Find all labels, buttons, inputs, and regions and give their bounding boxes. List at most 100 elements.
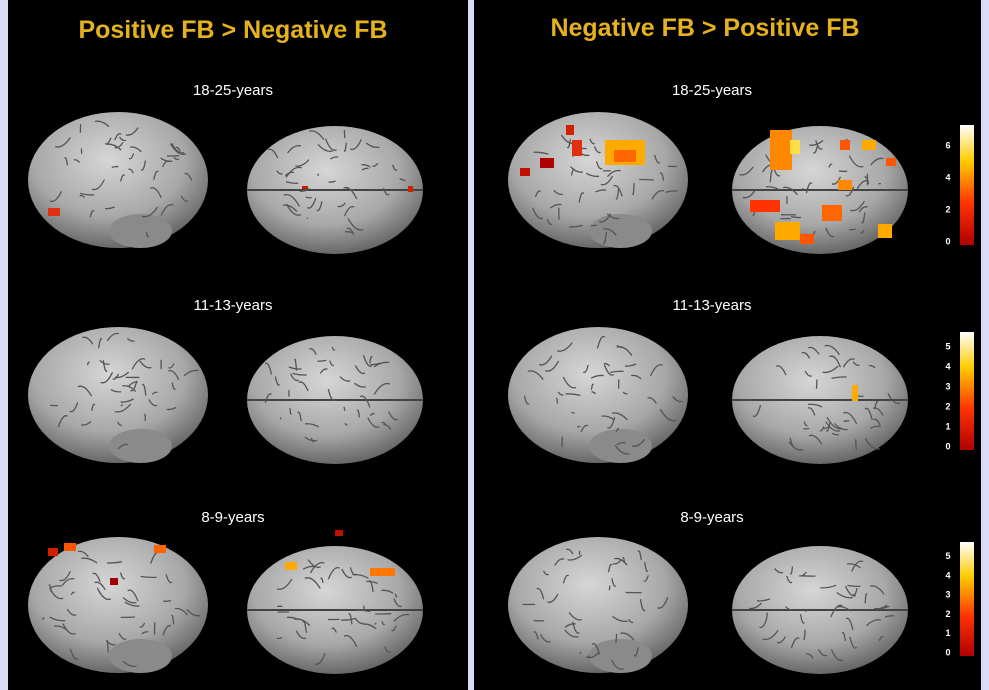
sulcus [267, 148, 279, 159]
sulcus [613, 184, 623, 197]
sulcus [807, 407, 816, 416]
sulcus [639, 178, 654, 181]
sulcus [92, 572, 101, 583]
sulcus [808, 346, 820, 355]
sulcus [166, 407, 177, 411]
sulcus [615, 428, 620, 432]
sulcus [102, 360, 108, 372]
sulcus [127, 589, 139, 602]
brain-surface [28, 112, 208, 248]
sulcus [94, 120, 110, 127]
sulcus [117, 443, 129, 450]
sulcus [887, 393, 900, 405]
brain [508, 327, 688, 463]
sulcus [128, 168, 134, 174]
sulcus [631, 438, 646, 447]
sulcus [616, 441, 626, 446]
sulcus [752, 405, 762, 418]
sulcus [554, 558, 565, 566]
sulcus [616, 344, 624, 349]
sulcus [845, 186, 855, 197]
sulcus [49, 585, 62, 589]
sulcus [657, 597, 669, 609]
sulcus [282, 204, 298, 212]
sulcus [320, 577, 324, 584]
sulcus [140, 160, 147, 171]
sulcus [593, 146, 601, 154]
sulcus [309, 348, 317, 355]
sulcus [340, 617, 357, 621]
sulcus [264, 393, 272, 404]
cerebellum [589, 214, 652, 248]
brain-surface [508, 537, 688, 673]
sulcus [388, 411, 398, 421]
sulcus [830, 604, 843, 618]
sulcus [89, 209, 95, 218]
sulcus [878, 635, 884, 641]
sulcus [264, 362, 273, 375]
sulcus [607, 563, 613, 573]
activation [770, 130, 792, 170]
sulcus [611, 660, 624, 670]
sulcus [837, 605, 852, 612]
sulcus [606, 213, 620, 220]
sulcus [317, 359, 327, 362]
sulcus [307, 197, 317, 209]
sulcus [77, 385, 92, 397]
sulcus [286, 616, 299, 621]
sulcus [608, 585, 611, 591]
sulcus [383, 424, 392, 430]
sulcus [120, 174, 125, 182]
sulcus [583, 364, 589, 374]
sulcus [864, 176, 870, 185]
sulcus [820, 584, 837, 589]
sulcus [850, 201, 865, 212]
sulcus [128, 381, 138, 387]
sulcus [369, 412, 375, 416]
sulcus [96, 587, 112, 601]
cerebellum [109, 429, 172, 463]
sulcus [382, 188, 390, 196]
sulcus [825, 421, 841, 432]
sulcus [802, 188, 805, 191]
sulcus [274, 376, 280, 386]
sulcus [104, 206, 115, 210]
sulcus [316, 201, 323, 212]
sulcus [637, 550, 642, 561]
brain-surface [508, 327, 688, 463]
sulcus [62, 623, 76, 635]
sulcus [550, 203, 562, 209]
sulcus [782, 186, 798, 196]
sulcus [590, 383, 594, 391]
brain-surface [28, 327, 208, 463]
sulcus [639, 598, 646, 612]
sulcus [105, 143, 122, 151]
sulcus [98, 337, 103, 349]
sulcus [804, 370, 813, 377]
sulcus [553, 190, 564, 195]
sulcus [99, 360, 110, 365]
sulcus [831, 376, 847, 379]
sulcus [344, 423, 348, 427]
sulcus [276, 637, 283, 640]
brain [28, 537, 208, 673]
sulcus [361, 167, 369, 171]
sulcus [612, 559, 622, 565]
sulcus [578, 192, 584, 203]
sulcus [543, 570, 549, 576]
brain [732, 546, 908, 674]
sulcus [61, 577, 75, 587]
sulcus [114, 142, 124, 149]
sulcus [343, 406, 346, 412]
colorbar-tick: 3 [945, 381, 950, 391]
sulcus [847, 584, 861, 588]
sulcus [366, 580, 378, 584]
colorbar-tick: 2 [945, 204, 950, 214]
sulcus [540, 634, 551, 643]
sulcus [393, 598, 402, 608]
sulcus [148, 399, 158, 407]
sulcus [289, 407, 292, 415]
sulcus [749, 602, 762, 610]
sulcus [633, 646, 639, 657]
sulcus [292, 372, 307, 376]
